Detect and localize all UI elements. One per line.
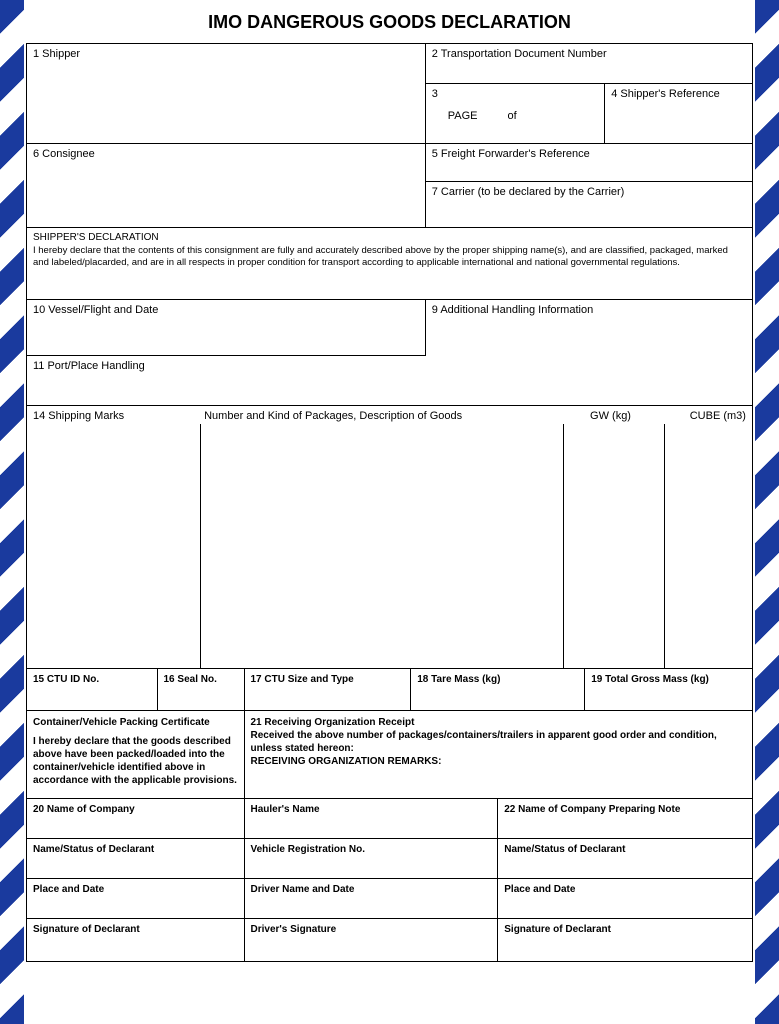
form-title: IMO DANGEROUS GOODS DECLARATION xyxy=(24,4,755,43)
label-driver-name-date: Driver Name and Date xyxy=(251,884,355,895)
field-name-status-left[interactable]: Name/Status of Declarant xyxy=(27,839,245,879)
receiving-title: 21 Receiving Organization Receipt xyxy=(251,716,747,729)
field-seal-no[interactable]: 16 Seal No. xyxy=(158,669,245,711)
receiving-remarks: RECEIVING ORGANIZATION REMARKS: xyxy=(251,755,747,768)
field-signature-right[interactable]: Signature of Declarant xyxy=(498,919,752,961)
field-page[interactable]: 3 PAGE of xyxy=(426,84,605,144)
form-body: 1 Shipper 2 Transportation Document Numb… xyxy=(26,43,753,962)
hazard-stripe-right xyxy=(755,0,779,1024)
goods-columns-header: 14 Shipping Marks Number and Kind of Pac… xyxy=(27,406,752,424)
field-company-name-left[interactable]: 20 Name of Company xyxy=(27,799,245,839)
label-of: of xyxy=(508,110,517,122)
field-shippers-reference[interactable]: 4 Shipper's Reference xyxy=(605,84,752,144)
field-shipper[interactable]: 1 Shipper xyxy=(27,44,426,144)
label-place-date-1: Place and Date xyxy=(33,884,104,895)
field-freight-forwarder-ref[interactable]: 5 Freight Forwarder's Reference xyxy=(426,144,752,182)
label-additional-handling: 9 Additional Handling Information xyxy=(432,304,593,316)
field-tare-mass[interactable]: 18 Tare Mass (kg) xyxy=(411,669,585,711)
col-description: Number and Kind of Packages, Description… xyxy=(204,410,561,422)
field-name-status-right[interactable]: Name/Status of Declarant xyxy=(498,839,752,879)
receiving-text: Received the above number of packages/co… xyxy=(251,729,747,755)
label-seal-no: 16 Seal No. xyxy=(164,674,217,685)
shippers-declaration-block: SHIPPER'S DECLARATION I hereby declare t… xyxy=(27,228,752,300)
label-sig-2: Signature of Declarant xyxy=(504,924,611,935)
field-consignee[interactable]: 6 Consignee xyxy=(27,144,426,228)
label-place-date-2: Place and Date xyxy=(504,884,575,895)
label-vehicle-reg: Vehicle Registration No. xyxy=(251,844,365,855)
declaration-heading: SHIPPER'S DECLARATION xyxy=(33,232,746,243)
field-transport-doc-number[interactable]: 2 Transportation Document Number xyxy=(426,44,752,84)
label-page: PAGE xyxy=(448,110,478,122)
field-total-gross-mass[interactable]: 19 Total Gross Mass (kg) xyxy=(585,669,752,711)
packing-cert-text: I hereby declare that the goods describe… xyxy=(33,735,238,787)
field-carrier[interactable]: 7 Carrier (to be declared by the Carrier… xyxy=(426,182,752,228)
field-vehicle-reg[interactable]: Vehicle Registration No. xyxy=(245,839,499,879)
label-haulers-name: Hauler's Name xyxy=(251,804,320,815)
field-port-place-handling[interactable]: 11 Port/Place Handling xyxy=(27,356,426,406)
field-signature-left[interactable]: Signature of Declarant xyxy=(27,919,245,961)
goods-columns-body[interactable] xyxy=(27,424,752,669)
field-ctu-size-type[interactable]: 17 CTU Size and Type xyxy=(245,669,412,711)
field-company-preparing-note[interactable]: 22 Name of Company Preparing Note xyxy=(498,799,752,839)
label-port: 11 Port/Place Handling xyxy=(33,360,145,372)
label-shipper: 1 Shipper xyxy=(33,48,80,60)
field-place-date-left[interactable]: Place and Date xyxy=(27,879,245,919)
label-vessel: 10 Vessel/Flight and Date xyxy=(33,304,158,316)
label-name-status-1: Name/Status of Declarant xyxy=(33,844,154,855)
field-vessel-flight-date[interactable]: 10 Vessel/Flight and Date xyxy=(27,300,426,356)
label-page-num: 3 xyxy=(432,88,438,100)
col-shipping-marks: 14 Shipping Marks xyxy=(33,410,204,422)
declaration-text: I hereby declare that the contents of th… xyxy=(33,245,746,269)
field-additional-handling[interactable]: 9 Additional Handling Information xyxy=(426,300,752,406)
receiving-org-block: 21 Receiving Organization Receipt Receiv… xyxy=(245,711,753,799)
label-ctu-id: 15 CTU ID No. xyxy=(33,674,99,685)
field-place-date-right[interactable]: Place and Date xyxy=(498,879,752,919)
col-cube: CUBE (m3) xyxy=(660,410,746,422)
label-driver-sig: Driver's Signature xyxy=(251,924,337,935)
field-driver-name-date[interactable]: Driver Name and Date xyxy=(245,879,499,919)
hazard-stripe-left xyxy=(0,0,24,1024)
packing-certificate-block: Container/Vehicle Packing Certificate I … xyxy=(27,711,245,799)
label-consignee: 6 Consignee xyxy=(33,148,95,160)
label-freight-forwarder: 5 Freight Forwarder's Reference xyxy=(432,148,590,160)
label-sig-1: Signature of Declarant xyxy=(33,924,140,935)
label-transport-doc: 2 Transportation Document Number xyxy=(432,48,607,60)
label-carrier: 7 Carrier (to be declared by the Carrier… xyxy=(432,186,625,198)
label-ctu-size: 17 CTU Size and Type xyxy=(251,674,354,685)
label-company-22: 22 Name of Company Preparing Note xyxy=(504,804,680,815)
label-company-20: 20 Name of Company xyxy=(33,804,135,815)
label-shippers-ref: 4 Shipper's Reference xyxy=(611,88,720,100)
col-gw: GW (kg) xyxy=(561,410,661,422)
field-haulers-name[interactable]: Hauler's Name xyxy=(245,799,499,839)
label-tare-mass: 18 Tare Mass (kg) xyxy=(417,674,500,685)
field-ctu-id[interactable]: 15 CTU ID No. xyxy=(27,669,158,711)
packing-cert-title: Container/Vehicle Packing Certificate xyxy=(33,716,238,729)
label-gross-mass: 19 Total Gross Mass (kg) xyxy=(591,674,709,685)
field-driver-signature[interactable]: Driver's Signature xyxy=(245,919,499,961)
label-name-status-2: Name/Status of Declarant xyxy=(504,844,625,855)
form-page: IMO DANGEROUS GOODS DECLARATION 1 Shippe… xyxy=(24,0,755,1024)
